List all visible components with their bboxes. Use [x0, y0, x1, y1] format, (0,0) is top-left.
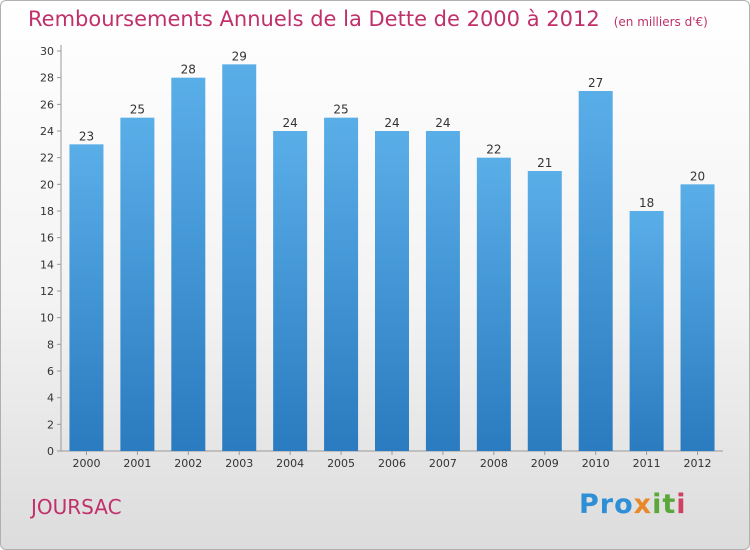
bar-value-label: 22	[486, 143, 501, 157]
x-tick-label: 2012	[684, 457, 712, 470]
bar-value-label: 24	[283, 116, 298, 130]
bar	[324, 117, 359, 452]
bar-value-label: 24	[435, 116, 450, 130]
x-tick-label: 2000	[72, 457, 100, 470]
bar	[680, 184, 715, 452]
bar	[425, 131, 460, 451]
bar-value-label: 27	[588, 76, 603, 90]
y-tick-label: 28	[40, 72, 54, 85]
bar	[629, 211, 664, 451]
bar	[476, 157, 511, 451]
bar-value-label: 23	[79, 129, 94, 143]
y-tick-label: 24	[40, 125, 54, 138]
y-tick-label: 22	[40, 152, 54, 165]
x-tick-label: 2008	[480, 457, 508, 470]
bar	[222, 64, 257, 452]
bar	[273, 131, 308, 451]
y-tick-label: 12	[40, 285, 54, 298]
unit-label: (en milliers d'€)	[613, 15, 708, 29]
bar-value-label: 25	[130, 103, 145, 117]
bar-value-label: 24	[384, 116, 399, 130]
y-tick-label: 6	[47, 365, 54, 378]
bar	[171, 77, 206, 452]
bar-value-label: 18	[639, 196, 654, 210]
y-tick-label: 0	[47, 445, 54, 458]
bar-value-label: 20	[690, 169, 705, 183]
x-tick-label: 2009	[531, 457, 559, 470]
x-tick-label: 2007	[429, 457, 457, 470]
x-tick-label: 2006	[378, 457, 406, 470]
bar	[578, 91, 613, 451]
x-tick-label: 2003	[225, 457, 253, 470]
bar	[120, 117, 155, 452]
title-text: Remboursements Annuels de la Dette de 20…	[28, 7, 600, 31]
y-tick-label: 4	[47, 392, 54, 405]
x-tick-label: 2010	[582, 457, 610, 470]
y-tick-label: 26	[40, 98, 54, 111]
x-tick-label: 2005	[327, 457, 355, 470]
bar	[69, 144, 104, 452]
x-tick-label: 2002	[174, 457, 202, 470]
x-tick-label: 2001	[123, 457, 151, 470]
y-tick-label: 20	[40, 178, 54, 191]
bar-value-label: 29	[232, 49, 247, 63]
proxiti-logo: Proxiti	[579, 489, 687, 520]
y-tick-label: 30	[40, 45, 54, 58]
town-name: JOURSAC	[31, 495, 122, 519]
x-tick-label: 2004	[276, 457, 304, 470]
bar-value-label: 25	[333, 103, 348, 117]
y-tick-label: 10	[40, 312, 54, 325]
y-tick-label: 16	[40, 232, 54, 245]
bar-value-label: 21	[537, 156, 552, 170]
y-tick-label: 18	[40, 205, 54, 218]
bar	[527, 171, 562, 451]
bar	[375, 131, 409, 451]
chart-title: Remboursements Annuels de la Dette de 20…	[28, 7, 708, 31]
x-tick-label: 2011	[633, 457, 661, 470]
y-tick-label: 8	[47, 338, 54, 351]
bar-value-label: 28	[181, 63, 196, 77]
y-tick-label: 2	[47, 418, 54, 431]
y-tick-label: 14	[40, 258, 54, 271]
